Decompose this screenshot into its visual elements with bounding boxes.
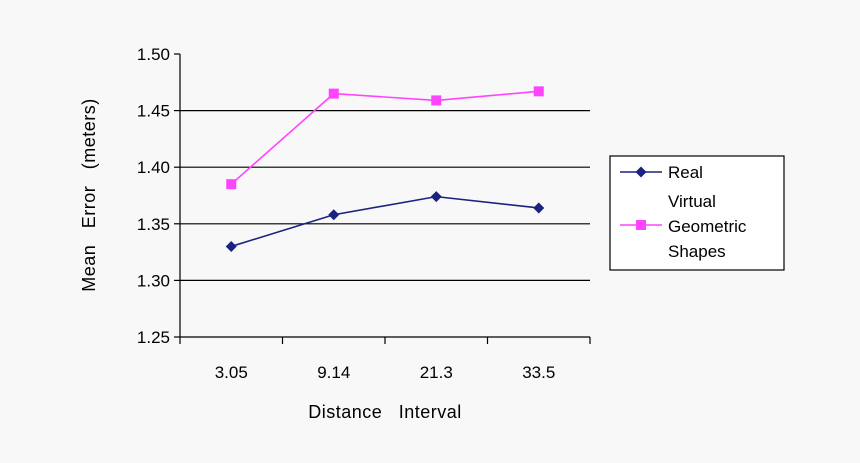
data-point bbox=[430, 191, 442, 203]
legend: Real Virtual Geometric Shapes bbox=[609, 155, 785, 271]
data-point bbox=[533, 86, 544, 97]
data-point bbox=[431, 95, 442, 106]
legend-label: Virtual bbox=[668, 192, 716, 211]
series-line bbox=[231, 195, 539, 248]
x-tick-labels: 3.05 9.14 21.3 33.5 bbox=[215, 363, 556, 382]
series-group bbox=[225, 86, 545, 252]
y-tick-label: 1.30 bbox=[137, 271, 170, 290]
legend-swatch-marker bbox=[636, 220, 646, 230]
data-point bbox=[328, 88, 339, 99]
y-tick-label: 1.40 bbox=[137, 158, 170, 177]
series-2 bbox=[226, 86, 544, 190]
legend-label: Geometric bbox=[668, 217, 747, 236]
legend-label: Real bbox=[668, 163, 703, 182]
y-tick-label: 1.35 bbox=[137, 215, 170, 234]
y-tick-label: 1.45 bbox=[137, 102, 170, 121]
y-tick-label: 1.25 bbox=[137, 328, 170, 347]
x-tick-label: 9.14 bbox=[317, 363, 350, 382]
x-tick-label: 3.05 bbox=[215, 363, 248, 382]
y-tick-labels: 1.25 1.30 1.35 1.40 1.45 1.50 bbox=[137, 45, 170, 347]
axes bbox=[174, 53, 591, 344]
y-tick-label: 1.50 bbox=[137, 45, 170, 64]
data-point bbox=[226, 179, 237, 190]
x-tick-label: 21.3 bbox=[420, 363, 453, 382]
legend-label: Shapes bbox=[668, 242, 726, 261]
legend-swatch-marker bbox=[635, 166, 647, 178]
data-point bbox=[328, 209, 340, 221]
gridlines bbox=[180, 109, 590, 281]
data-point bbox=[225, 240, 237, 252]
x-axis-title: Distance Interval bbox=[308, 402, 462, 422]
y-axis-title: Mean Error (meters) bbox=[79, 98, 99, 292]
x-tick-label: 33.5 bbox=[522, 363, 555, 382]
series-1 bbox=[225, 191, 545, 252]
series-line bbox=[230, 90, 539, 185]
data-point bbox=[533, 202, 545, 214]
